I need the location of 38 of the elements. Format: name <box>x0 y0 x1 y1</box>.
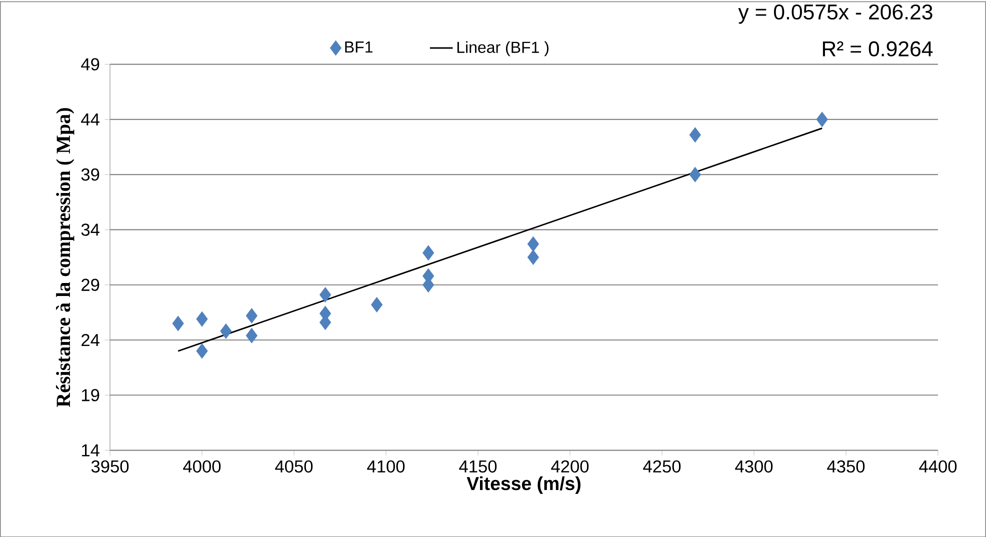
x-tick-label: 4350 <box>827 460 865 472</box>
point <box>196 311 208 327</box>
text: R² = 0.9264 <box>822 41 933 56</box>
y-tick-label: 14 <box>82 444 100 456</box>
x-tick-label: 4050 <box>275 460 313 472</box>
point <box>816 112 828 127</box>
x-tick-label: 3950 <box>91 460 129 472</box>
y-tick-label: 34 <box>81 223 100 236</box>
x-tick-label: 4150 <box>459 460 497 472</box>
point <box>246 308 258 324</box>
legend-label: BF1 <box>345 41 372 52</box>
point <box>527 250 539 265</box>
point <box>689 166 701 182</box>
y-tick-label: 39 <box>81 168 100 181</box>
x-tick-label: 4200 <box>551 460 589 472</box>
x-tick-label: 4300 <box>735 460 773 472</box>
point <box>246 328 258 344</box>
text: y = 0.0575x - 206.23 <box>738 4 932 24</box>
point <box>422 245 434 260</box>
point <box>689 127 701 142</box>
point <box>196 343 208 358</box>
x-tick-label: 4400 <box>919 460 957 472</box>
x-tick-label: 4100 <box>367 460 405 472</box>
point <box>220 323 232 339</box>
point <box>172 316 184 331</box>
y-axis-title: Résistance à la compression ( Mpa) <box>56 108 74 407</box>
point <box>371 296 383 312</box>
y-tick-label: 24 <box>82 334 100 346</box>
y-tick-label: 29 <box>82 278 100 291</box>
x-tick-label: 4000 <box>183 460 221 472</box>
y-tick-label: 19 <box>82 388 100 402</box>
point <box>320 287 332 302</box>
y-tick-label: 44 <box>81 113 100 126</box>
y-tick-label: 49 <box>81 58 100 70</box>
point <box>527 236 539 252</box>
x-axis-title: Vitesse (m/s) <box>466 476 580 494</box>
legend-label: Linear (BF1 ) <box>457 41 548 56</box>
x-tick-label: 4250 <box>643 460 681 472</box>
